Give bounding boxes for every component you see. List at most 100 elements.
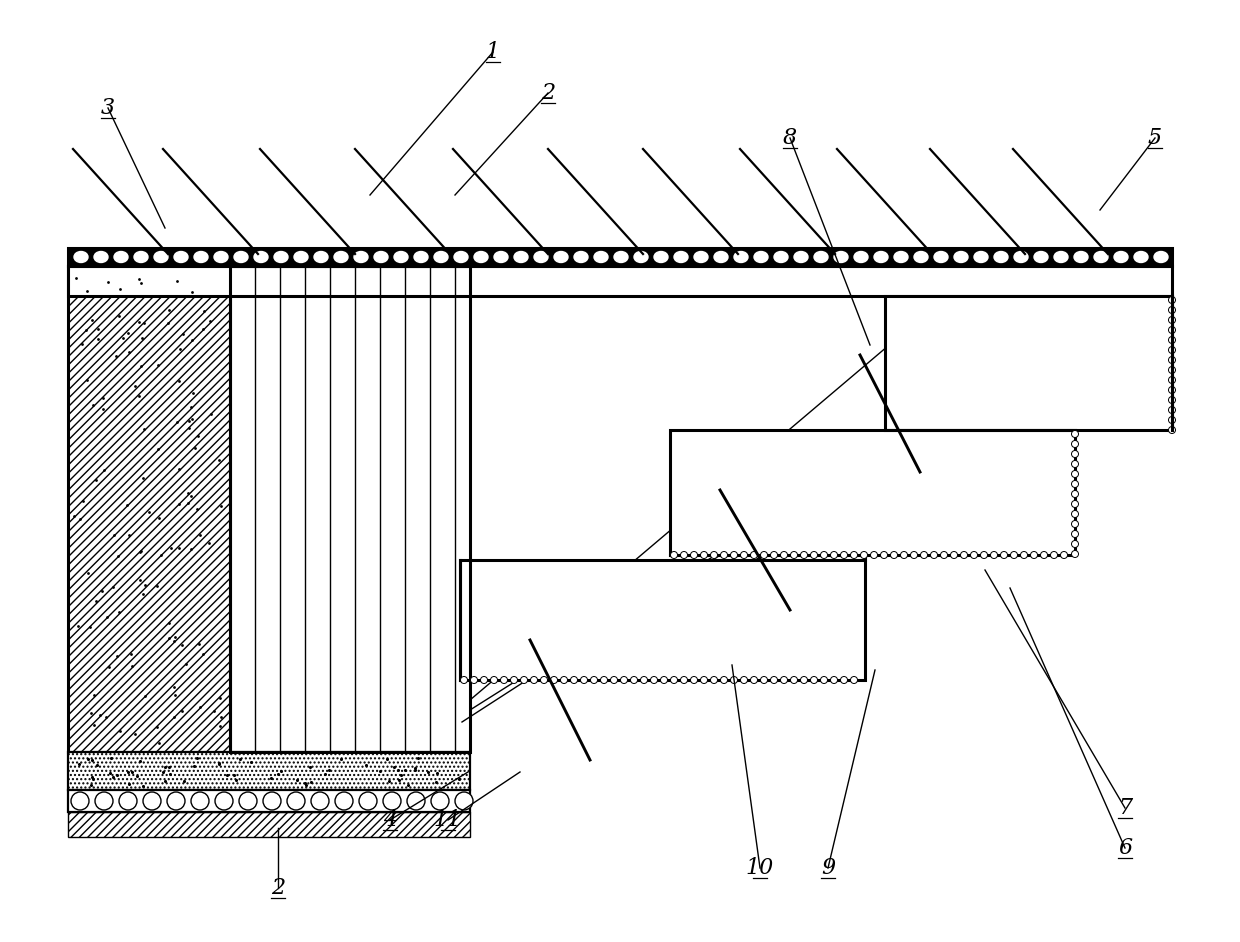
Point	[104, 528, 124, 543]
Point	[105, 349, 125, 364]
Point	[389, 772, 409, 788]
Point	[78, 752, 98, 767]
Ellipse shape	[215, 252, 228, 263]
Circle shape	[811, 676, 817, 684]
Point	[160, 767, 180, 782]
Point	[88, 757, 108, 772]
Point	[125, 378, 145, 393]
Point	[148, 441, 167, 456]
Circle shape	[630, 676, 637, 684]
Point	[391, 767, 410, 782]
Point	[396, 762, 415, 777]
Circle shape	[821, 676, 827, 684]
Point	[150, 736, 170, 751]
Point	[193, 303, 213, 318]
Point	[295, 775, 315, 790]
Point	[357, 758, 377, 773]
Circle shape	[910, 551, 918, 559]
Bar	[68, 812, 470, 837]
Ellipse shape	[1034, 252, 1048, 263]
Point	[135, 577, 155, 593]
Ellipse shape	[675, 252, 688, 263]
Point	[210, 690, 229, 706]
Point	[155, 759, 175, 774]
Bar	[229, 266, 470, 752]
Point	[126, 769, 146, 784]
Circle shape	[1071, 541, 1079, 547]
Circle shape	[95, 792, 113, 810]
Ellipse shape	[594, 252, 608, 263]
Circle shape	[791, 676, 797, 684]
Circle shape	[851, 551, 858, 559]
Point	[201, 407, 221, 422]
Point	[129, 388, 149, 403]
Circle shape	[770, 676, 777, 684]
Text: 9: 9	[821, 857, 835, 879]
Circle shape	[711, 551, 718, 559]
Point	[210, 453, 229, 468]
Circle shape	[1030, 551, 1038, 559]
Point	[184, 758, 203, 773]
Point	[161, 540, 181, 555]
Ellipse shape	[193, 252, 208, 263]
Circle shape	[1060, 551, 1068, 559]
Point	[188, 636, 208, 651]
Point	[107, 648, 126, 663]
Point	[81, 778, 100, 793]
Point	[139, 505, 159, 520]
Point	[159, 759, 179, 774]
Point	[119, 528, 139, 543]
Circle shape	[1001, 551, 1007, 559]
Circle shape	[951, 551, 957, 559]
Circle shape	[1071, 521, 1079, 528]
Point	[119, 777, 139, 792]
Point	[181, 542, 201, 557]
Text: 5: 5	[1148, 127, 1162, 149]
Point	[188, 429, 208, 444]
Point	[404, 762, 424, 777]
Ellipse shape	[94, 252, 108, 263]
Point	[269, 767, 289, 782]
Ellipse shape	[314, 252, 329, 263]
Point	[169, 540, 188, 555]
Point	[210, 755, 229, 771]
Point	[149, 511, 169, 526]
Ellipse shape	[734, 252, 748, 263]
Bar	[68, 752, 470, 790]
Point	[296, 778, 316, 793]
Point	[83, 771, 103, 786]
Circle shape	[651, 676, 657, 684]
Circle shape	[971, 551, 977, 559]
Ellipse shape	[694, 252, 708, 263]
Circle shape	[701, 676, 708, 684]
Circle shape	[1011, 551, 1018, 559]
Point	[170, 373, 190, 388]
Circle shape	[1071, 530, 1079, 538]
Point	[176, 657, 196, 672]
Point	[181, 489, 201, 504]
Point	[69, 512, 89, 527]
Point	[182, 333, 202, 348]
Point	[109, 604, 129, 619]
Point	[73, 493, 93, 508]
Point	[224, 768, 244, 783]
Point	[260, 771, 280, 786]
Point	[398, 777, 418, 792]
Point	[165, 629, 185, 644]
Text: 8: 8	[782, 127, 797, 149]
Point	[129, 315, 149, 330]
Point	[419, 764, 439, 779]
Point	[77, 373, 97, 388]
Ellipse shape	[994, 252, 1008, 263]
Point	[131, 359, 151, 374]
Ellipse shape	[114, 252, 128, 263]
Ellipse shape	[794, 252, 808, 263]
Point	[113, 331, 133, 346]
Circle shape	[1040, 551, 1048, 559]
Circle shape	[661, 676, 667, 684]
Circle shape	[1071, 511, 1079, 517]
Circle shape	[880, 551, 888, 559]
Point	[388, 763, 408, 778]
Point	[315, 767, 335, 782]
Point	[170, 496, 190, 512]
